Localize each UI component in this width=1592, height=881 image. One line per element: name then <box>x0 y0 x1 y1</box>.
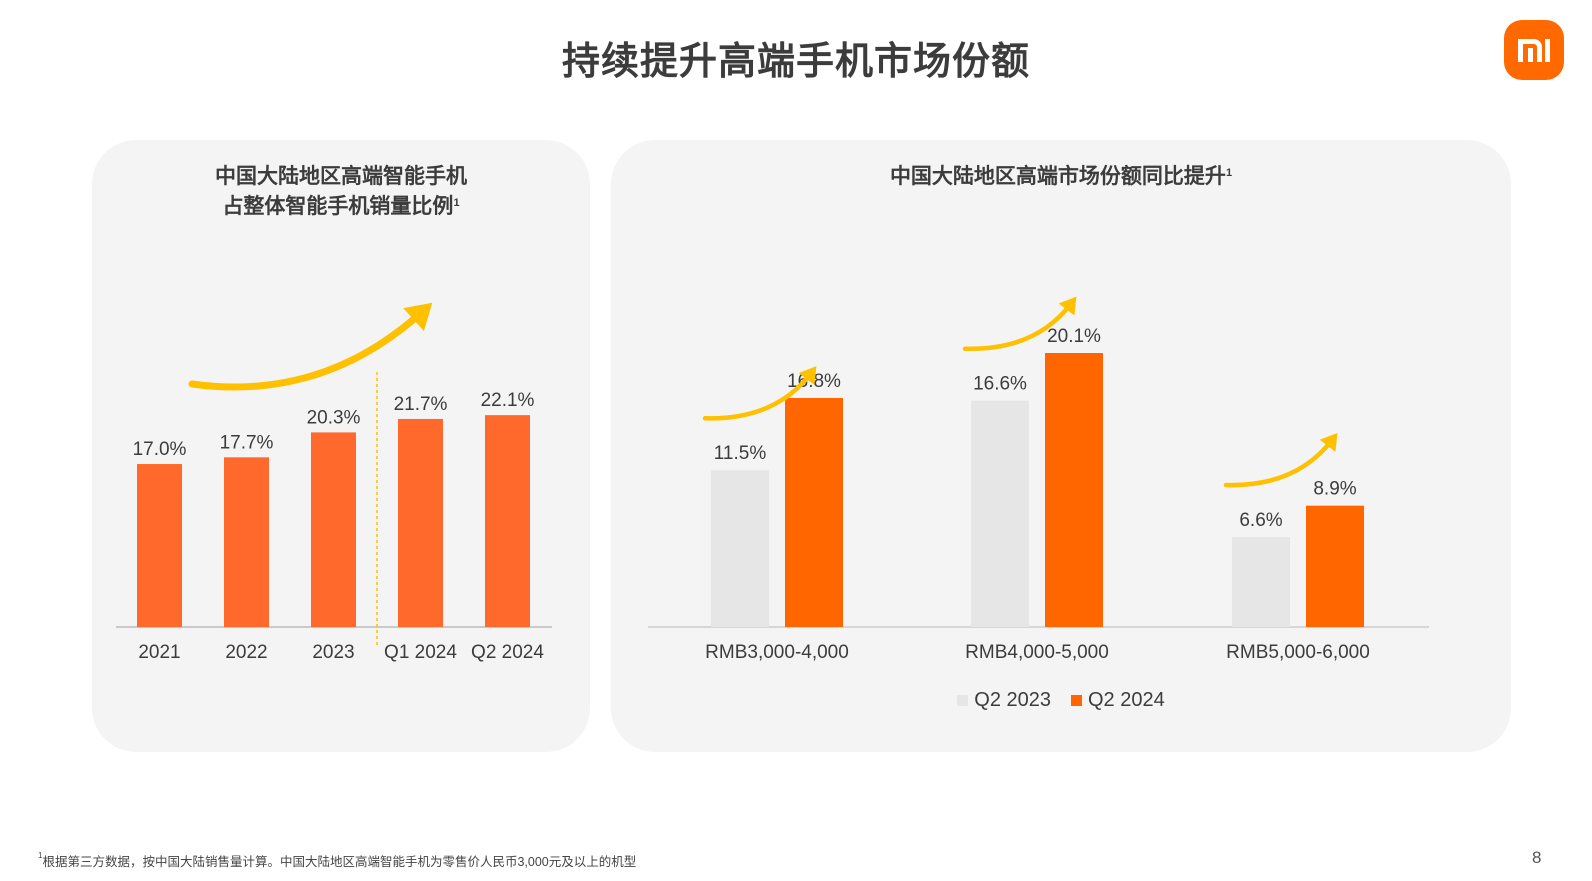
left-chart-title: 中国大陆地区高端智能手机 占整体智能手机销量比例1 <box>92 162 590 222</box>
left-chart-title-marker: 1 <box>453 197 460 209</box>
legend-item-q2-2023: Q2 2023 <box>957 689 1051 712</box>
right-bar-chart: 11.5%16.8%RMB3,000-4,00016.6%20.1%RMB4,0… <box>648 296 1429 663</box>
x-tick-label: 2022 <box>225 642 267 663</box>
trend-arrow-icon-head <box>1319 432 1338 452</box>
data-label: 16.6% <box>973 374 1027 395</box>
data-label: 6.6% <box>1239 510 1282 531</box>
xiaomi-logo-icon <box>1504 20 1564 80</box>
page-title: 持续提升高端手机市场份额 <box>561 41 1030 83</box>
x-tick-label: 2021 <box>138 642 180 663</box>
trend-arrow-icon-shaft <box>702 370 814 421</box>
data-label: 22.1% <box>481 390 535 411</box>
bar-2023 <box>311 432 356 627</box>
bar-q2-2024 <box>1045 353 1103 627</box>
bar-q2-2023 <box>1232 537 1290 627</box>
legend-label-q2-2023: Q2 2023 <box>974 689 1051 711</box>
trend-arrow-icon <box>702 366 817 421</box>
x-tick-label: RMB3,000-4,000 <box>705 642 849 663</box>
trend-arrow-icon-head <box>403 302 433 332</box>
left-chart-title-line2: 占整体智能手机销量比例 <box>222 195 454 218</box>
trend-arrow-icon-head <box>1058 296 1077 316</box>
x-tick-label: Q2 2024 <box>471 642 544 663</box>
trend-arrow-icon <box>1223 432 1338 488</box>
x-tick-label: Q1 2024 <box>384 642 457 663</box>
trend-arrow-icon <box>962 296 1077 351</box>
footnote-marker: 1 <box>38 851 43 860</box>
footnote: 1根据第三方数据，按中国大陆销售量计算。中国大陆地区高端智能手机为零售价人民币3… <box>38 851 636 870</box>
trend-arrow-icon-shaft <box>188 308 426 391</box>
legend-item-q2-2024: Q2 2024 <box>1071 689 1165 712</box>
data-label: 20.1% <box>1047 326 1101 347</box>
x-tick-label: 2023 <box>312 642 354 663</box>
left-chart-title-line1: 中国大陆地区高端智能手机 <box>215 165 467 188</box>
bar-q2-2024 <box>485 415 530 627</box>
chart-legend: Q2 2023 Q2 2024 <box>611 689 1511 712</box>
x-tick-label: RMB5,000-6,000 <box>1226 642 1370 663</box>
data-label: 11.5% <box>714 443 767 464</box>
right-chart-title-marker: 1 <box>1225 167 1233 179</box>
bar-q2-2024 <box>1306 505 1364 627</box>
bar-q2-2023 <box>971 400 1029 627</box>
right-chart-title: 中国大陆地区高端市场份额同比提升1 <box>611 162 1511 192</box>
bar-q2-2023 <box>711 470 769 627</box>
bar-q2-2024 <box>785 397 843 627</box>
trend-arrow-icon-shaft <box>1223 437 1335 488</box>
legend-label-q2-2024: Q2 2024 <box>1088 689 1165 711</box>
data-label: 17.7% <box>220 432 274 453</box>
footnote-text: 根据第三方数据，按中国大陆销售量计算。中国大陆地区高端智能手机为零售价人民币3,… <box>42 855 637 869</box>
right-chart-panel: 中国大陆地区高端市场份额同比提升1 11.5%16.8%RMB3,000-4,0… <box>611 140 1511 752</box>
data-label: 20.3% <box>307 407 361 428</box>
x-tick-label: RMB4,000-5,000 <box>965 642 1109 663</box>
trend-arrow-icon-shaft <box>962 301 1074 351</box>
data-label: 17.0% <box>133 439 187 460</box>
left-chart-panel: 中国大陆地区高端智能手机 占整体智能手机销量比例1 17.0% 2021 17.7%… <box>92 140 590 752</box>
left-bar-chart: 17.0% 2021 17.7% 2022 20.3% 2023 21.7% Q1 2024 2… <box>116 302 552 663</box>
trend-arrow-icon-head <box>798 366 817 386</box>
legend-swatch-q2-2024 <box>1071 695 1082 706</box>
data-label: 8.9% <box>1313 479 1356 500</box>
legend-swatch-q2-2023 <box>957 695 969 706</box>
bar-q1-2024 <box>398 418 443 627</box>
page-number: 8 <box>1532 848 1542 867</box>
data-label: 21.7% <box>394 394 448 415</box>
trend-arrow-icon <box>188 302 433 391</box>
right-chart-title-text: 中国大陆地区高端市场份额同比提升 <box>889 165 1226 188</box>
bar-2022 <box>224 457 269 627</box>
bar-2021 <box>137 464 182 627</box>
